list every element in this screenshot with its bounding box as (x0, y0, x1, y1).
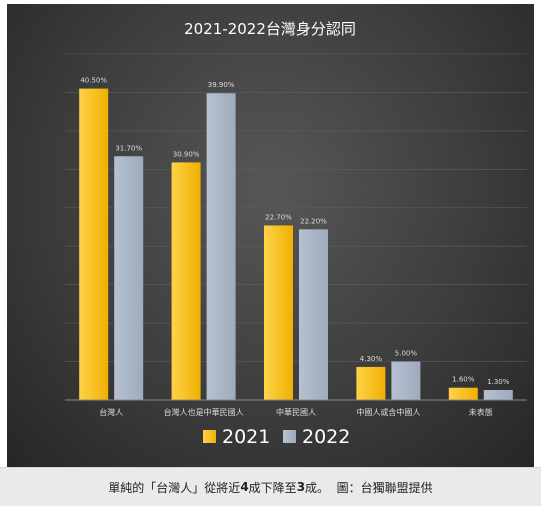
bar-2022-1 (114, 156, 144, 400)
data-label-2022-1: 31.70% (115, 144, 142, 152)
data-label-2022-4: 5.00% (395, 350, 418, 358)
chart-title: 2021-2022台灣身分認同 (184, 20, 356, 38)
legend-swatch-2021 (203, 430, 216, 443)
legend-label-2022: 2022 (302, 426, 350, 448)
data-label-2021-5: 1.60% (452, 376, 475, 384)
data-label-2021-3: 22.70% (265, 213, 292, 221)
data-label-2021-1: 40.50% (80, 77, 107, 85)
data-label-2022-5: 1.30% (487, 378, 510, 386)
bar-2022-5 (483, 390, 513, 400)
x-tick-label: 中國人或含中國人 (356, 407, 420, 417)
bar-2022-3 (299, 229, 328, 400)
data-label-2022-2: 39.90% (208, 81, 235, 89)
bar-2021-5 (448, 387, 478, 400)
x-tick-label: 中華民國人 (276, 407, 316, 417)
data-labels: 40.50% 31.70% 30.90% 39.90% 22.70% 22.20% 4.30… (80, 77, 509, 386)
data-label-2021-4: 4.30% (360, 355, 383, 363)
chart-panel: 2021-2022台灣身分認同 40.50% 31.70% 30.90% 39.90%… (7, 4, 534, 467)
bar-2021-4 (356, 366, 386, 400)
bar-2021-2 (171, 162, 201, 400)
x-tick-label: 台灣人 (99, 407, 123, 417)
bar-2021-3 (264, 225, 293, 400)
caption-num-b: 3 (296, 480, 306, 494)
caption: 單純的「台灣人」從將近 4 成下降至 3 成。 圖：台獨聯盟提供 (0, 467, 541, 506)
caption-text-c: 成。 圖：台獨聯盟提供 (305, 480, 433, 495)
legend-label-2021: 2021 (222, 426, 270, 448)
data-label-2022-3: 22.20% (300, 217, 327, 225)
caption-text-b: 成下降至 (248, 480, 297, 495)
x-tick-label: 台灣人也是中華民國人 (164, 407, 244, 417)
bar-2022-2 (206, 93, 236, 401)
legend-swatch-2022 (283, 430, 296, 443)
caption-num-a: 4 (240, 480, 249, 494)
caption-text-a: 單純的「台灣人」從將近 (108, 480, 241, 495)
x-tick-label: 未表態 (469, 407, 493, 417)
bars (79, 88, 513, 401)
bar-chart: 2021-2022台灣身分認同 40.50% 31.70% 30.90% 39.90%… (65, 20, 527, 448)
bar-2021-1 (79, 88, 109, 400)
data-label-2021-2: 30.90% (173, 150, 200, 158)
x-axis: 台灣人 台灣人也是中華民國人 中華民國人 中國人或含中國人 未表態 (65, 399, 527, 417)
legend: 2021 2022 (203, 426, 350, 448)
bar-2022-4 (391, 361, 421, 400)
